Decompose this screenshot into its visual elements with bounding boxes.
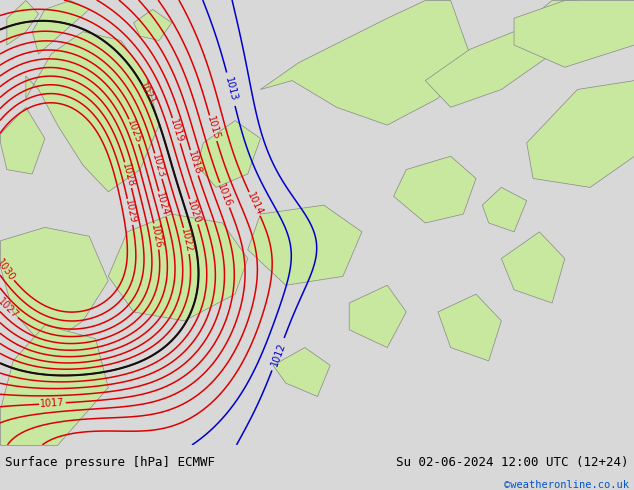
Text: 1018: 1018: [186, 149, 203, 176]
Text: 1024: 1024: [154, 191, 171, 217]
Text: Surface pressure [hPa] ECMWF: Surface pressure [hPa] ECMWF: [5, 456, 215, 468]
Text: 1017: 1017: [40, 398, 65, 409]
Text: 1025: 1025: [125, 118, 143, 145]
Text: 1019: 1019: [168, 118, 184, 144]
Text: 1015: 1015: [205, 115, 221, 142]
Text: 1013: 1013: [223, 76, 239, 102]
Text: 1014: 1014: [245, 191, 264, 217]
Text: 1023: 1023: [150, 153, 167, 179]
Text: 1016: 1016: [216, 182, 234, 208]
Text: 1029: 1029: [123, 199, 138, 225]
Text: 1027: 1027: [0, 296, 20, 321]
Text: 1026: 1026: [150, 223, 164, 249]
Text: ©weatheronline.co.uk: ©weatheronline.co.uk: [504, 481, 629, 490]
Text: Su 02-06-2024 12:00 UTC (12+24): Su 02-06-2024 12:00 UTC (12+24): [396, 456, 629, 468]
Text: 1021: 1021: [137, 80, 157, 107]
Text: 1028: 1028: [120, 162, 136, 188]
Text: 1022: 1022: [179, 228, 194, 254]
Text: 1012: 1012: [269, 341, 287, 368]
Text: 1020: 1020: [185, 198, 202, 225]
Text: 1030: 1030: [0, 257, 17, 283]
